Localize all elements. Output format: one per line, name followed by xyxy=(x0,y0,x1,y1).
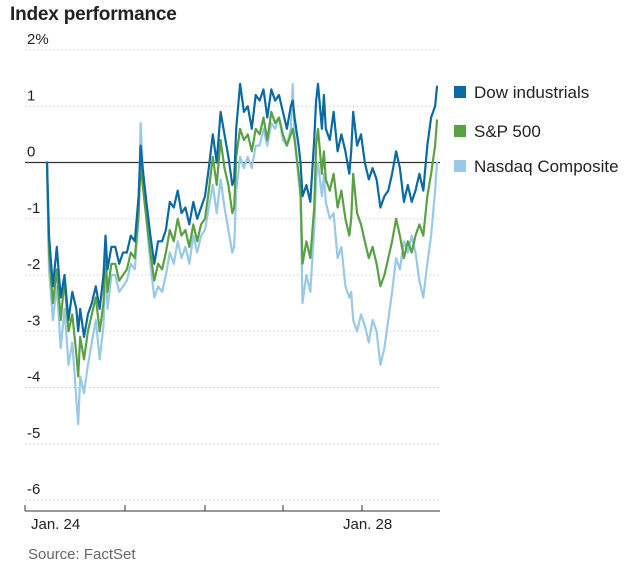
series-lines xyxy=(45,82,439,426)
y-tick-label: 1 xyxy=(27,87,35,104)
legend-swatch xyxy=(454,86,466,98)
x-tick-label: Jan. 24 xyxy=(31,516,80,533)
chart-title: Index performance xyxy=(10,4,177,25)
x-tick-label: Jan. 28 xyxy=(343,516,392,533)
y-axis-labels: 2% 1 0 -1 -2 -3 -4 -5 -6 xyxy=(27,31,49,498)
y-tick-label: 0 xyxy=(27,144,35,161)
y-tick-label: -6 xyxy=(27,481,40,498)
legend-label: Nasdaq Composite xyxy=(474,157,619,176)
y-tick-label: -3 xyxy=(27,312,40,329)
y-tick-label: -2 xyxy=(27,256,40,273)
y-tick-label: 2% xyxy=(27,31,49,48)
legend-label: Dow industrials xyxy=(474,83,589,102)
source-note: Source: FactSet xyxy=(28,546,136,563)
legend-swatch xyxy=(454,160,466,172)
x-axis: Jan. 24 Jan. 28 xyxy=(24,505,440,533)
series-line-nasdaq-composite xyxy=(45,82,439,426)
y-tick-label: -5 xyxy=(27,425,40,442)
series-line-s-p-500 xyxy=(45,110,439,378)
y-tick-label: -4 xyxy=(27,369,40,386)
series-line-dow-industrials xyxy=(45,82,439,338)
legend-swatch xyxy=(454,125,466,137)
legend: Dow industrials S&P 500 Nasdaq Composite xyxy=(454,83,619,176)
legend-label: S&P 500 xyxy=(474,122,541,141)
y-tick-label: -1 xyxy=(27,200,40,217)
